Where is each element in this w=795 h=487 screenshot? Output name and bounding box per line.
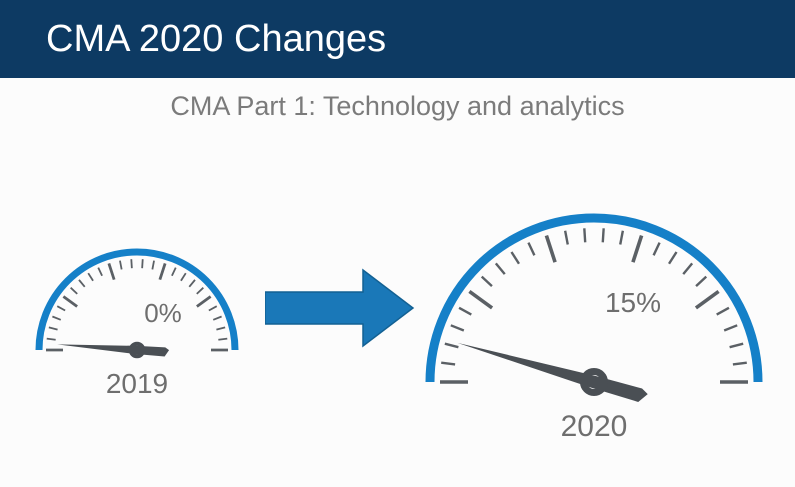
gauge-2020-needle xyxy=(457,342,648,402)
gauge-minor-tick xyxy=(668,251,678,265)
gauge-minor-tick xyxy=(480,275,493,288)
gauge-major-tick xyxy=(468,290,494,310)
gauge-major-tick xyxy=(631,234,644,263)
gauge-2020-ticks xyxy=(440,228,748,384)
gauge-minor-tick xyxy=(729,342,744,349)
gauge-minor-tick xyxy=(732,361,747,366)
gauge-minor-tick xyxy=(619,230,625,245)
gauge-minor-tick xyxy=(180,272,187,282)
gauge-major-tick xyxy=(158,263,167,281)
gauge-2020 xyxy=(424,213,764,402)
gauge-minor-tick xyxy=(510,251,520,265)
gauge-minor-tick xyxy=(716,306,730,316)
gauge-minor-tick xyxy=(652,242,661,256)
gauge-minor-tick xyxy=(97,267,103,277)
gauge-minor-tick xyxy=(583,228,587,243)
gauge-2020-caption: 2020 xyxy=(560,410,628,443)
gauge-2019-value-label: 0% xyxy=(144,298,182,328)
gauge-minor-tick xyxy=(52,315,62,321)
gauge-minor-tick xyxy=(695,275,708,288)
gauge-minor-tick xyxy=(563,230,569,245)
gauge-minor-tick xyxy=(450,324,465,332)
gauge-minor-tick xyxy=(527,242,536,256)
gauge-minor-tick xyxy=(216,326,226,331)
gauge-minor-tick xyxy=(78,279,86,288)
gauge-minor-tick xyxy=(458,306,472,316)
gauge-needle-pointer xyxy=(57,344,170,357)
gauge-2020-value-label: 15% xyxy=(604,287,662,318)
gauge-major-tick xyxy=(694,290,720,310)
gauge-minor-tick xyxy=(601,228,605,243)
gauge-minor-tick xyxy=(682,262,694,275)
gauge-major-tick xyxy=(62,295,78,308)
gauge-2019-caption: 2019 xyxy=(105,368,169,399)
gauge-minor-tick xyxy=(70,287,78,295)
page-subtitle: CMA Part 1: Technology and analytics xyxy=(170,91,625,121)
gauge-2020-graphic xyxy=(425,213,763,402)
gauge-minor-tick xyxy=(208,305,218,312)
gauge-minor-tick xyxy=(87,272,94,282)
gauge-needle-pointer xyxy=(457,342,648,402)
gauge-minor-tick xyxy=(151,260,155,270)
gauge-major-tick xyxy=(107,263,116,281)
gauge-minor-tick xyxy=(723,324,738,332)
gauge-minor-tick xyxy=(119,260,123,270)
slide-header-bar xyxy=(0,0,795,78)
gauge-2019-ticks xyxy=(46,259,228,352)
right-arrow-icon xyxy=(265,268,415,348)
gauge-minor-tick xyxy=(196,287,204,295)
gauge-2019 xyxy=(33,248,241,359)
gauge-minor-tick xyxy=(141,259,144,269)
gauge-needle-hub xyxy=(128,341,146,359)
gauge-2019-needle xyxy=(57,341,170,359)
gauge-2020-arc xyxy=(425,213,763,383)
gauge-minor-tick xyxy=(48,326,58,331)
gauge-2019-arc xyxy=(35,248,239,351)
gauge-minor-tick xyxy=(130,259,133,269)
gauge-major-tick xyxy=(544,234,557,263)
gauge-minor-tick xyxy=(218,337,228,341)
gauge-minor-tick xyxy=(441,361,456,366)
gauge-minor-tick xyxy=(494,262,506,275)
gauge-minor-tick xyxy=(46,337,56,341)
gauge-2019-graphic xyxy=(35,248,239,359)
gauge-minor-tick xyxy=(56,305,66,312)
page-title: CMA 2020 Changes xyxy=(46,18,387,60)
gauge-minor-tick xyxy=(188,279,196,288)
gauge-minor-tick xyxy=(444,342,459,349)
gauge-major-tick xyxy=(196,295,212,308)
gauge-needle-hub xyxy=(580,368,608,396)
gauge-minor-tick xyxy=(171,267,177,277)
gauge-minor-tick xyxy=(212,315,222,321)
